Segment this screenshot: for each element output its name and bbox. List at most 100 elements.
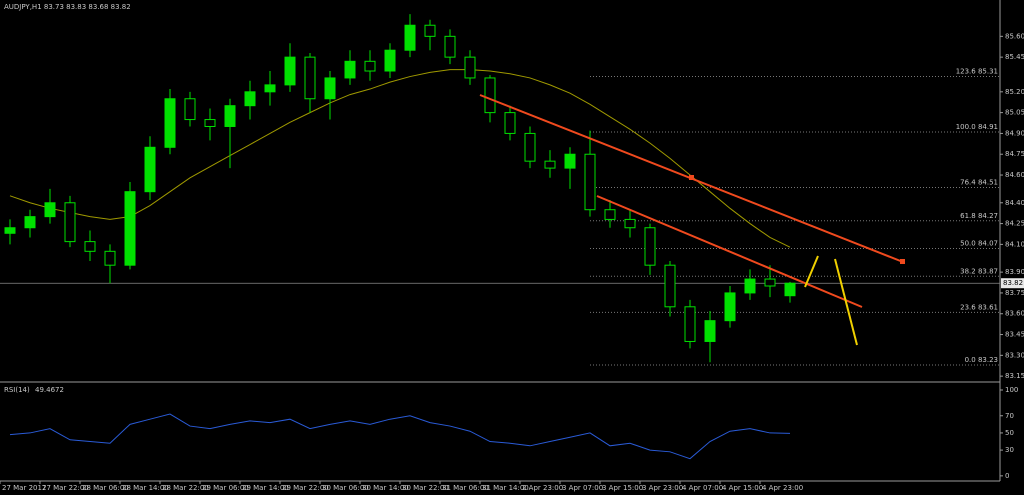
candle-body xyxy=(464,56,476,79)
candle-body xyxy=(744,278,756,294)
y-tick-label: 84.25 xyxy=(1005,220,1024,228)
y-tick-label: 83.45 xyxy=(1005,331,1024,339)
x-tick-label: 3 Apr 15:00 xyxy=(602,484,643,492)
candle-body xyxy=(664,264,676,308)
x-tick-label: 31 Mar 14:00 xyxy=(482,484,529,492)
trendlines xyxy=(479,94,905,346)
y2-tick-label: 70 xyxy=(1005,412,1014,420)
candle-body xyxy=(584,153,596,211)
y-tick-label: 83.15 xyxy=(1005,372,1024,380)
x-tick-label: 27 Mar 2017 xyxy=(2,484,46,492)
candle-body xyxy=(264,84,276,93)
candle-body xyxy=(164,98,176,148)
y-tick-label: 83.75 xyxy=(1005,289,1024,297)
x-tick-label: 31 Mar 06:00 xyxy=(442,484,489,492)
y-tick-label: 84.90 xyxy=(1005,129,1024,137)
candle-body xyxy=(64,202,76,243)
trendline-handle xyxy=(689,175,694,180)
fib-label: 61.8 84.27 xyxy=(960,212,998,220)
x-tick-label: 27 Mar 22:00 xyxy=(42,484,89,492)
x-tick-label: 30 Mar 14:00 xyxy=(362,484,409,492)
moving-average xyxy=(9,69,791,248)
x-tick-label: 28 Mar 22:00 xyxy=(162,484,209,492)
candle-body xyxy=(84,241,96,252)
candle-body xyxy=(684,306,696,342)
y-tick-label: 84.75 xyxy=(1005,150,1024,158)
y-tick-label: 85.05 xyxy=(1005,109,1024,117)
x-tick-label: 28 Mar 14:00 xyxy=(122,484,169,492)
candle-body xyxy=(624,218,636,229)
candle-body xyxy=(384,49,396,72)
candle-body xyxy=(144,146,156,193)
y2-tick-label: 0 xyxy=(1005,472,1009,480)
rsi-value: 49.4672 xyxy=(35,386,64,394)
chart-title: AUDJPY,H1 83.73 83.83 83.68 83.82 xyxy=(4,3,131,11)
x-tick-label: 29 Mar 06:00 xyxy=(202,484,249,492)
candle-body xyxy=(484,77,496,114)
y-tick-label: 83.90 xyxy=(1005,268,1024,276)
y2-tick-label: 100 xyxy=(1005,386,1018,394)
y2-tick-label: 30 xyxy=(1005,446,1014,454)
candle-body xyxy=(204,119,216,127)
candle-body xyxy=(244,91,256,107)
x-tick-label: 28 Mar 06:00 xyxy=(82,484,129,492)
x-tick-label: 2 Apr 23:00 xyxy=(522,484,563,492)
candle-body xyxy=(644,227,656,266)
y2-tick-label: 50 xyxy=(1005,429,1014,437)
x-tick-label: 4 Apr 15:00 xyxy=(722,484,763,492)
y-tick-label: 84.60 xyxy=(1005,171,1024,179)
candle-body xyxy=(404,24,416,51)
candle-body xyxy=(724,292,736,322)
x-tick-label: 4 Apr 07:00 xyxy=(682,484,723,492)
candle-body xyxy=(124,191,136,266)
y-tick-label: 83.30 xyxy=(1005,351,1024,359)
candle-body xyxy=(364,60,376,72)
last-price-label: 83.82 xyxy=(1003,279,1023,287)
candle-body xyxy=(284,56,296,86)
candle-body xyxy=(44,202,56,218)
candle-body xyxy=(704,320,716,342)
y-tick-label: 84.10 xyxy=(1005,240,1024,248)
candle-body xyxy=(764,278,776,287)
x-tick-label: 3 Apr 23:00 xyxy=(642,484,683,492)
fib-label: 123.6 85.31 xyxy=(956,68,998,76)
x-tick-label: 30 Mar 06:00 xyxy=(322,484,369,492)
x-tick-label: 4 Apr 23:00 xyxy=(762,484,803,492)
rsi-line xyxy=(9,413,791,460)
fib-label: 50.0 84.07 xyxy=(960,240,998,248)
candle-body xyxy=(304,56,316,100)
candle-body xyxy=(324,77,336,100)
candle-body xyxy=(564,153,576,169)
candle-body xyxy=(444,35,456,58)
y-tick-label: 84.40 xyxy=(1005,199,1024,207)
fib-label: 38.2 83.87 xyxy=(960,267,998,275)
y-tick-label: 85.60 xyxy=(1005,32,1024,40)
candle-body xyxy=(524,132,536,162)
candle-body xyxy=(104,250,116,266)
candle-body xyxy=(424,24,436,37)
rsi-name: RSI(14) xyxy=(4,386,30,394)
fib-label: 76.4 84.51 xyxy=(960,179,998,187)
candle-body xyxy=(224,105,236,127)
candle-body xyxy=(4,227,16,234)
candle-body xyxy=(544,160,556,169)
fib-label: 23.6 83.61 xyxy=(960,303,998,311)
y-tick-label: 85.45 xyxy=(1005,53,1024,61)
trendline xyxy=(596,195,863,308)
last-price-box xyxy=(1001,278,1024,289)
fib-label: 0.0 83.23 xyxy=(965,356,998,364)
x-tick-label: 3 Apr 07:00 xyxy=(562,484,603,492)
x-tick-label: 29 Mar 22:00 xyxy=(282,484,329,492)
projection-line xyxy=(834,258,858,346)
candle-body xyxy=(344,60,356,79)
candle-body xyxy=(604,209,616,220)
fib-label: 100.0 84.91 xyxy=(956,123,998,131)
x-tick-label: 29 Mar 14:00 xyxy=(242,484,289,492)
candle-body xyxy=(24,216,36,229)
projection-line xyxy=(804,255,819,288)
y-tick-label: 85.20 xyxy=(1005,88,1024,96)
candle-body xyxy=(504,112,516,134)
trendline-handle xyxy=(900,259,905,264)
